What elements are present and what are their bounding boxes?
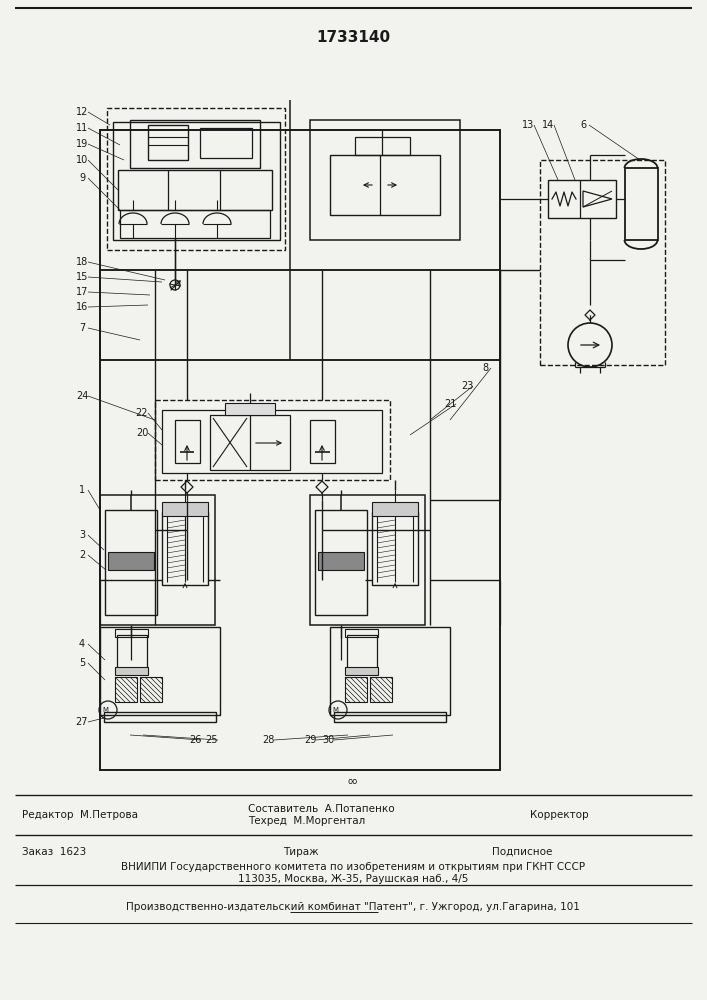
Text: 29: 29 [304,735,316,745]
Text: 11: 11 [76,123,88,133]
Bar [104,712,216,722]
Text: 28: 28 [262,735,274,745]
Bar [148,125,188,160]
Bar [130,120,260,168]
Text: 16: 16 [76,302,88,312]
Bar [330,627,450,715]
Text: 27: 27 [76,717,88,727]
Text: 25: 25 [206,735,218,745]
Bar [345,677,367,702]
Bar [115,667,148,675]
Bar [117,635,147,670]
Bar [140,677,162,702]
Text: 30: 30 [322,735,334,745]
Text: Заказ  1623: Заказ 1623 [22,847,86,857]
Text: 19: 19 [76,139,88,149]
Text: 1733140: 1733140 [316,29,390,44]
Bar [162,512,208,585]
Bar [113,122,280,240]
Text: Производственно-издательский комбинат "Патент", г. Ужгород, ул.Гагарина, 101: Производственно-издательский комбинат "П… [126,902,580,912]
Text: 5: 5 [79,658,85,668]
Bar [115,629,148,637]
Text: 9: 9 [79,173,85,183]
Text: 26: 26 [189,735,201,745]
Text: M: M [332,707,338,713]
Bar [118,170,272,210]
Text: 7: 7 [79,323,85,333]
Text: Тираж: Тираж [283,847,319,857]
Bar [315,510,367,615]
Text: Редактор  М.Петрова: Редактор М.Петрова [22,810,138,820]
Text: 4: 4 [79,639,85,649]
Bar [540,160,665,365]
Bar [310,120,460,240]
Text: 2: 2 [79,550,85,560]
Text: 3: 3 [79,530,85,540]
Bar [100,627,220,715]
Text: M: M [102,707,108,713]
Bar [334,712,446,722]
Text: Техред  М.Моргентал: Техред М.Моргентал [248,816,366,826]
Text: Корректор: Корректор [530,810,589,820]
Bar [330,155,440,215]
Text: Составитель  А.Потапенко: Составитель А.Потапенко [248,804,395,814]
Text: 14: 14 [542,120,554,130]
Bar [345,667,378,675]
Text: 18: 18 [76,257,88,267]
Text: 12: 12 [76,107,88,117]
Text: 1: 1 [79,485,85,495]
Text: 24: 24 [76,391,88,401]
Text: Подписное: Подписное [492,847,552,857]
Bar [225,403,275,415]
Bar [548,180,616,218]
Text: 6: 6 [580,120,586,130]
Bar [175,420,200,463]
Text: 13: 13 [522,120,534,130]
Text: 22: 22 [136,408,148,418]
Text: 15: 15 [76,272,88,282]
Bar [210,415,290,470]
Bar [115,677,137,702]
Bar [318,552,364,570]
Bar [105,510,157,615]
Bar [108,552,154,570]
Text: 20: 20 [136,428,148,438]
Bar [310,495,425,625]
Bar [100,495,215,625]
Bar [347,635,377,670]
Bar [625,168,658,240]
Bar [370,677,392,702]
Bar [120,210,270,238]
Text: 23: 23 [461,381,473,391]
Bar [200,128,252,158]
Bar [107,108,285,250]
Bar [310,420,335,463]
Text: оо: оо [348,778,358,786]
Text: 21: 21 [444,399,456,409]
Bar [162,410,382,473]
Text: 8: 8 [482,363,488,373]
Bar [155,400,390,480]
Bar [345,629,378,637]
Text: 17: 17 [76,287,88,297]
Bar [162,502,208,516]
Text: 10: 10 [76,155,88,165]
Bar [372,512,418,585]
Text: ВНИИПИ Государственного комитета по изобретениям и открытиям при ГКНТ СССР: ВНИИПИ Государственного комитета по изоб… [121,862,585,872]
Bar [355,137,410,155]
Text: 113035, Москва, Ж-35, Раушская наб., 4/5: 113035, Москва, Ж-35, Раушская наб., 4/5 [238,874,468,884]
Bar [372,502,418,516]
Bar [100,130,500,770]
